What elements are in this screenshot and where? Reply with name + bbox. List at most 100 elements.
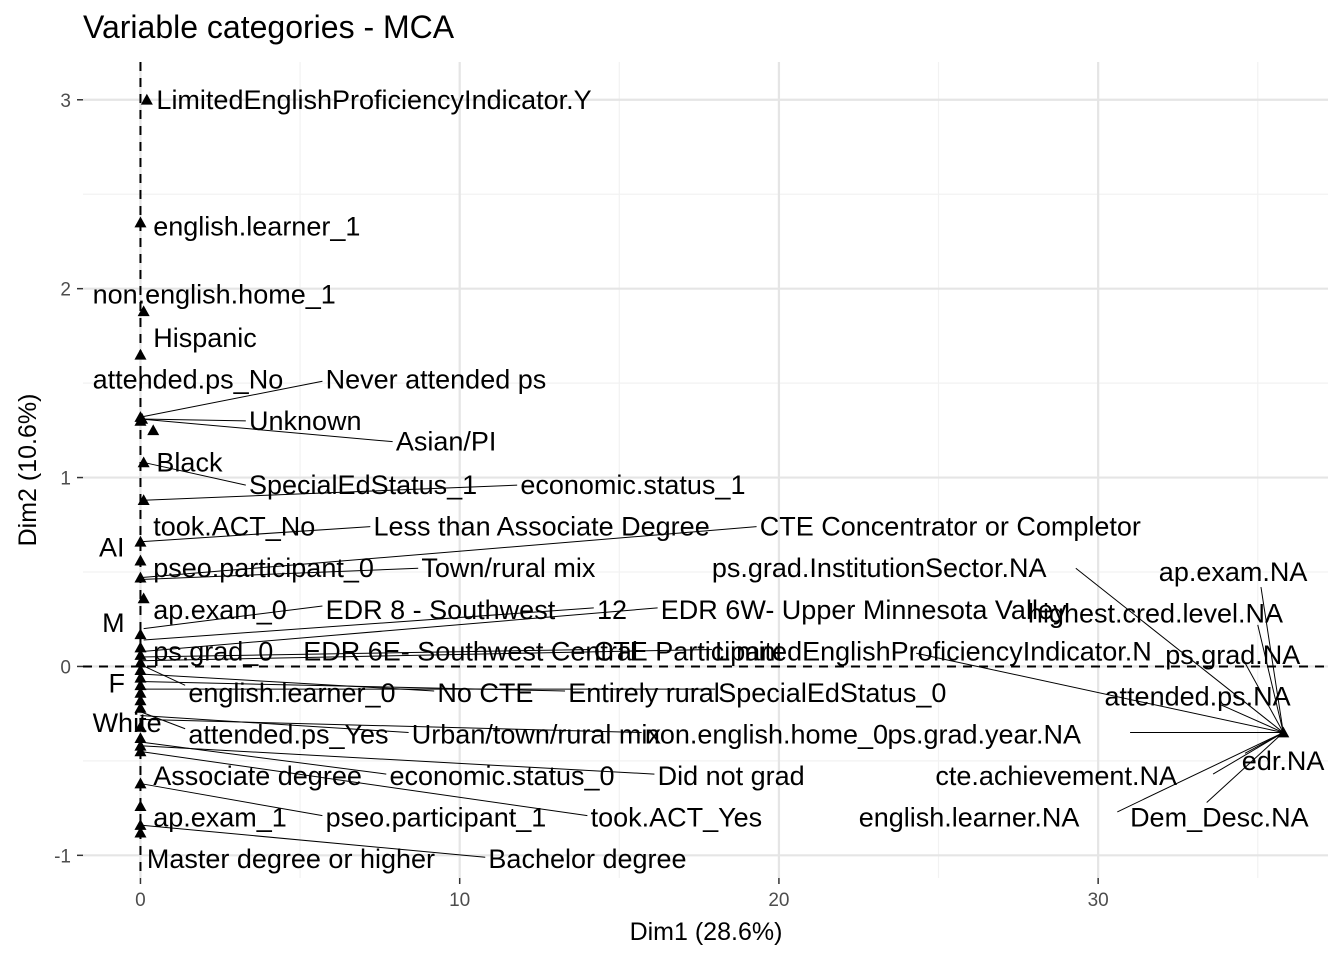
point-label: EDR 8 - Southwest — [326, 595, 556, 625]
point-label: edr.NA — [1242, 746, 1325, 776]
data-point — [134, 641, 147, 653]
points — [134, 93, 1290, 838]
x-tick-label: 30 — [1088, 890, 1109, 911]
point-label: took.ACT_No — [153, 512, 315, 542]
label-connector — [140, 824, 486, 858]
data-point — [137, 456, 150, 468]
y-tick-label: 0 — [60, 657, 71, 678]
point-label: ap.exam_0 — [153, 595, 287, 625]
label-connector — [140, 648, 591, 658]
point-label: ap.exam.NA — [1159, 557, 1308, 587]
data-point — [134, 732, 147, 744]
point-label: Did not grad — [658, 761, 805, 791]
label-connector — [140, 418, 393, 443]
point-label: Never attended ps — [326, 364, 547, 394]
label-connector — [1257, 624, 1284, 733]
point-label: economic.status_0 — [389, 761, 614, 791]
data-point — [134, 649, 147, 660]
point-label: non.english.home_0 — [645, 719, 888, 749]
chart-title: Variable categories - MCA — [83, 9, 455, 45]
label-connector — [140, 745, 655, 775]
label-connector — [143, 461, 246, 486]
point-label: ps.grad.InstitutionSector.NA — [712, 553, 1047, 583]
x-tick-label: 0 — [135, 890, 146, 911]
label-connector — [1075, 567, 1284, 733]
label-connector — [140, 741, 387, 775]
x-axis-ticks: 0 10 20 30 — [135, 878, 1109, 911]
point-label: Black — [156, 447, 223, 477]
label-connector — [1206, 732, 1284, 803]
data-point — [134, 535, 147, 547]
point-label: LimitedEnglishProficiencyIndicator.Y — [156, 85, 591, 115]
data-point — [137, 592, 150, 604]
point-label: EDR 6E- Southwest Central — [303, 636, 638, 666]
point-label: attended.ps_Yes — [188, 719, 388, 749]
data-point — [1277, 726, 1290, 738]
label-connector — [140, 380, 323, 418]
x-tick-label: 10 — [449, 890, 470, 911]
data-point — [134, 686, 147, 698]
point-label: ap.exam_1 — [153, 803, 287, 833]
point-label: ps.grad_0 — [153, 636, 273, 666]
data-point — [140, 93, 153, 105]
data-point — [134, 671, 147, 683]
point-label: No CTE — [437, 678, 533, 708]
point-label: english.learner.NA — [859, 803, 1080, 833]
data-point — [134, 800, 147, 812]
point-label: Less than Associate Degree — [374, 512, 710, 542]
point-label: english.learner_1 — [153, 211, 360, 241]
point-label: AI — [99, 532, 125, 562]
point-label: pseo.participant_0 — [153, 553, 374, 583]
data-point — [134, 571, 147, 583]
point-label: 12 — [597, 595, 627, 625]
label-connector — [140, 418, 246, 422]
data-point — [134, 348, 147, 360]
label-connector — [140, 673, 435, 692]
label-connector — [140, 648, 712, 662]
data-point — [134, 745, 147, 757]
point-label: F — [109, 668, 126, 698]
point-label: Unknown — [249, 406, 362, 436]
y-tick-label: 3 — [60, 91, 71, 112]
data-point — [134, 664, 147, 676]
data-point — [134, 656, 147, 668]
data-point — [134, 702, 147, 713]
label-connector — [140, 526, 371, 543]
y-axis-ticks: -1 0 1 2 3 — [54, 91, 83, 867]
label-connector — [1260, 587, 1284, 733]
grid — [83, 62, 1328, 878]
label-connector — [1241, 656, 1284, 733]
point-label: SpecialEdStatus_0 — [718, 678, 946, 708]
point-label: took.ACT_Yes — [591, 803, 763, 833]
label-connector — [916, 652, 1284, 734]
data-point — [134, 694, 147, 706]
point-label: ps.grad.NA — [1165, 640, 1300, 670]
point-label: Master degree or higher — [147, 844, 435, 874]
x-tick-label: 20 — [768, 890, 789, 911]
label-connector — [140, 526, 757, 579]
data-point — [137, 494, 150, 506]
point-label: M — [102, 608, 125, 638]
point-label: attended.ps.NA — [1105, 682, 1291, 712]
label-connector — [140, 715, 409, 734]
label-connectors — [140, 380, 1284, 858]
data-point — [134, 826, 147, 838]
data-point — [134, 739, 147, 751]
label-connector — [140, 783, 323, 817]
label-connector — [140, 567, 419, 581]
point-label: highest.cred.level.NA — [1028, 599, 1283, 629]
point-label: White — [93, 708, 162, 738]
point-label: Hispanic — [153, 323, 257, 353]
y-tick-label: -1 — [54, 846, 71, 867]
data-point — [134, 679, 147, 691]
data-point — [134, 216, 147, 228]
point-label: SpecialEdStatus_1 — [249, 470, 477, 500]
data-point — [137, 305, 150, 317]
point-label: EDR 6W- Upper Minnesota Valley — [661, 595, 1067, 625]
point-label: Bachelor degree — [488, 844, 686, 874]
point-label: Associate degree — [153, 761, 362, 791]
point-label: pseo.participant_1 — [326, 803, 547, 833]
y-tick-label: 2 — [60, 280, 71, 301]
label-connector — [143, 484, 518, 501]
point-labels: LimitedEnglishProficiencyIndicator.Y engl… — [93, 85, 1325, 874]
